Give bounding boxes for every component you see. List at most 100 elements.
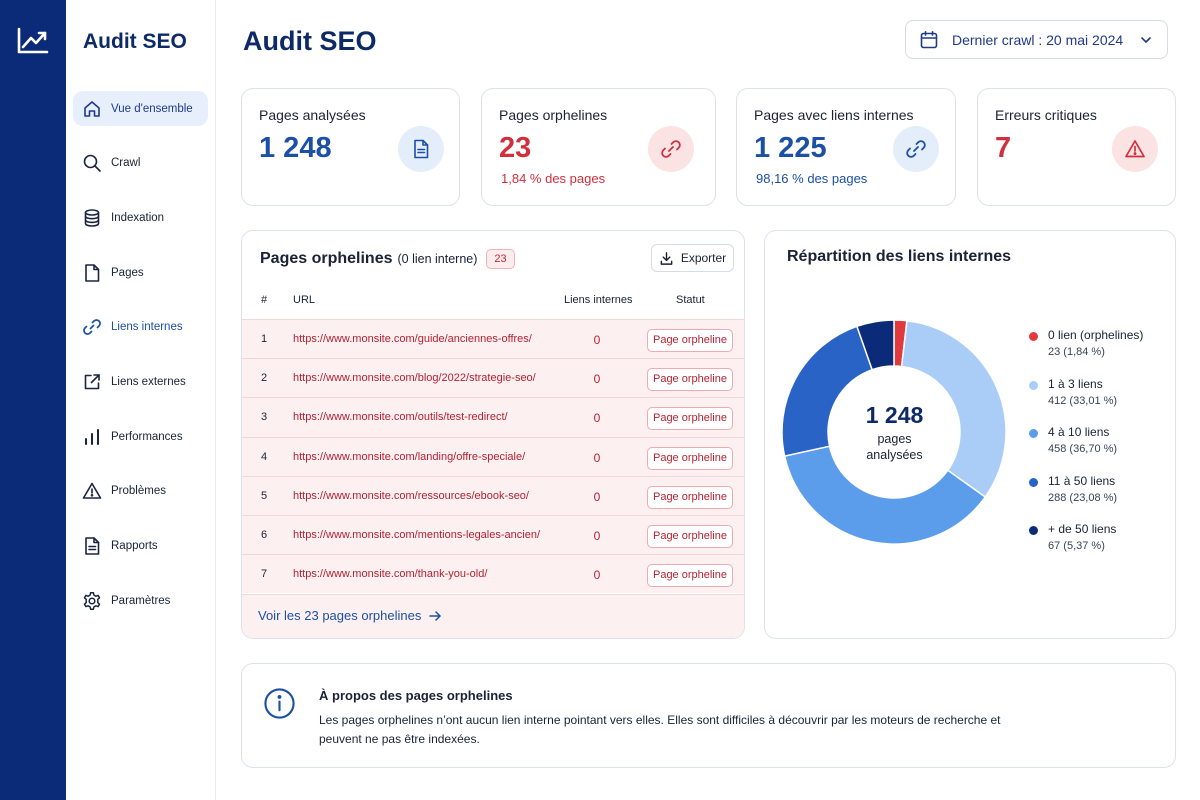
- row-number: 6: [261, 528, 268, 541]
- status-badge: Page orpheline: [647, 524, 733, 548]
- download-icon: [660, 251, 673, 265]
- sidebar-item-overview[interactable]: Vue d'ensemble: [73, 91, 208, 126]
- info-text: Les pages orphelines n’ont aucun lien in…: [319, 713, 1001, 746]
- info-card: À propos des pages orphelines Les pages …: [241, 663, 1176, 768]
- donut-caption: pages analysées: [866, 431, 923, 462]
- sidebar-item-label: Pages: [111, 266, 144, 279]
- legend-value: 67 (5,37 %): [1048, 540, 1105, 553]
- stat-card-pages-with-internal-links[interactable]: Pages avec liens internes 1 225 98,16 % …: [736, 88, 956, 206]
- table-row[interactable]: 6 https://www.monsite.com/mentions-legal…: [242, 514, 744, 555]
- chevron-down-icon: [1139, 33, 1153, 47]
- stat-value: 7: [995, 132, 1012, 164]
- crawl-date-select[interactable]: Dernier crawl : 20 mai 2024: [905, 20, 1168, 59]
- stat-card-orphan-pages[interactable]: Pages orphelines 23 1,84 % des pages: [481, 88, 716, 206]
- donut-segment-5[interactable]: [855, 319, 895, 371]
- table-row[interactable]: 2 https://www.monsite.com/blog/2022/stra…: [242, 358, 744, 398]
- column-header[interactable]: Liens internes: [564, 294, 633, 306]
- view-all-orphans-link[interactable]: Voir les 23 pages orphelines: [258, 608, 442, 623]
- table-header: # URL Liens internes Statut: [242, 289, 744, 319]
- orphan-pages-card: Pages orphelines (0 lien interne) 23 Exp…: [241, 230, 745, 639]
- info-title: À propos des pages orphelines: [319, 688, 513, 703]
- table-row[interactable]: 4 https://www.monsite.com/landing/offre-…: [242, 436, 744, 476]
- row-url[interactable]: https://www.monsite.com/landing/offre-sp…: [293, 450, 526, 463]
- row-url[interactable]: https://www.monsite.com/guide/anciennes-…: [293, 333, 532, 345]
- sidebar-item-label: Rapports: [111, 540, 158, 552]
- sidebar-item-settings[interactable]: Paramètres: [73, 583, 208, 618]
- legend-value: 412 (33,01 %): [1048, 394, 1118, 407]
- sidebar-item-pages[interactable]: Pages: [73, 255, 208, 290]
- legend-dot: [1029, 526, 1038, 536]
- row-internal-links: 0: [593, 411, 601, 426]
- legend-dot: [1029, 429, 1038, 439]
- legend-value: 23 (1,84 %): [1048, 346, 1105, 358]
- sidebar-item-performance[interactable]: Performances: [73, 419, 208, 454]
- home-icon: [82, 99, 102, 119]
- row-number: 2: [261, 372, 268, 385]
- stat-subtext: 98,16 % des pages: [756, 171, 868, 186]
- legend-dot: [1029, 380, 1038, 390]
- row-number: 1: [261, 333, 268, 345]
- row-url[interactable]: https://www.monsite.com/mentions-legales…: [293, 528, 540, 541]
- count-badge: 23: [486, 249, 515, 269]
- row-number: 7: [261, 568, 268, 581]
- warning-icon: [1112, 126, 1158, 172]
- sidebar-item-crawl[interactable]: Crawl: [73, 146, 208, 181]
- link-icon: [893, 126, 939, 172]
- calendar-icon: [919, 30, 939, 50]
- stat-label: Pages avec liens internes: [754, 107, 914, 123]
- file-icon: [82, 263, 102, 283]
- donut-segment-3[interactable]: [783, 445, 987, 545]
- export-button[interactable]: Exporter: [651, 244, 734, 272]
- sidebar-item-label: Performances: [111, 430, 183, 443]
- row-internal-links: 0: [593, 372, 601, 387]
- row-url[interactable]: https://www.monsite.com/outils/test-redi…: [293, 411, 508, 424]
- row-internal-links: 0: [593, 450, 601, 465]
- row-number: 3: [261, 411, 268, 424]
- legend-label: 4 à 10 liens: [1048, 425, 1110, 440]
- row-url[interactable]: https://www.monsite.com/blog/2022/strate…: [293, 372, 536, 385]
- sidebar-item-internal-links[interactable]: Liens internes: [73, 310, 208, 345]
- sidebar-item-label: Indexation: [111, 211, 165, 224]
- table-row[interactable]: 7 https://www.monsite.com/thank-you-old/…: [242, 554, 744, 594]
- sidebar-item-external-links[interactable]: Liens externes: [73, 364, 208, 399]
- table-footer: [242, 594, 744, 638]
- legend-value: 288 (23,08 %): [1048, 491, 1118, 504]
- status-badge: Page orpheline: [647, 564, 733, 588]
- sidebar-item-problems[interactable]: Problèmes: [73, 474, 208, 509]
- legend-item: 4 à 10 liens 458 (36,70 %): [1029, 425, 1169, 474]
- search-icon: [82, 153, 102, 173]
- database-icon: [82, 208, 102, 228]
- status-badge: Page orpheline: [647, 446, 733, 470]
- legend-value: 458 (36,70 %): [1048, 443, 1118, 456]
- crawl-date-label: Dernier crawl : 20 mai 2024: [952, 31, 1124, 48]
- legend-label: + de 50 liens: [1048, 522, 1117, 537]
- sidebar-item-reports[interactable]: Rapports: [73, 529, 208, 564]
- table-row[interactable]: 1 https://www.monsite.com/guide/ancienne…: [242, 319, 744, 359]
- table-body: 1 https://www.monsite.com/guide/ancienne…: [242, 319, 744, 594]
- row-url[interactable]: https://www.monsite.com/ressources/ebook…: [293, 489, 529, 502]
- arrow-right-icon: [429, 610, 442, 621]
- export-label: Exporter: [680, 251, 727, 265]
- stat-label: Pages orphelines: [499, 107, 608, 123]
- donut-total: 1 248: [865, 401, 924, 428]
- table-row[interactable]: 3 https://www.monsite.com/outils/test-re…: [242, 397, 744, 437]
- sidebar-item-label: Liens internes: [111, 321, 183, 334]
- legend-dot: [1029, 477, 1038, 487]
- column-header[interactable]: Statut: [676, 294, 705, 306]
- table-row[interactable]: 5 https://www.monsite.com/ressources/ebo…: [242, 475, 744, 515]
- donut-chart: 1 248 pages analysées: [782, 312, 1007, 552]
- donut-segment-2[interactable]: [900, 319, 1007, 499]
- trend-up-icon[interactable]: [16, 26, 50, 56]
- status-badge: Page orpheline: [647, 368, 733, 392]
- legend-item: + de 50 liens 67 (5,37 %): [1029, 522, 1169, 571]
- column-header[interactable]: #: [261, 294, 268, 306]
- column-header[interactable]: URL: [293, 294, 316, 306]
- sidebar: Audit SEO Vue d'ensemble Crawl Indexatio…: [66, 0, 216, 800]
- sidebar-item-indexation[interactable]: Indexation: [73, 200, 208, 235]
- internal-links-distribution-card: Répartition des liens internes 1 248 pag…: [764, 230, 1176, 639]
- status-badge: Page orpheline: [647, 329, 733, 352]
- stat-card-critical-errors[interactable]: Erreurs critiques 7: [977, 88, 1176, 206]
- row-url[interactable]: https://www.monsite.com/thank-you-old/: [293, 568, 488, 581]
- stat-card-pages-analyzed[interactable]: Pages analysées 1 248: [241, 88, 460, 206]
- stat-value: 23: [499, 132, 532, 164]
